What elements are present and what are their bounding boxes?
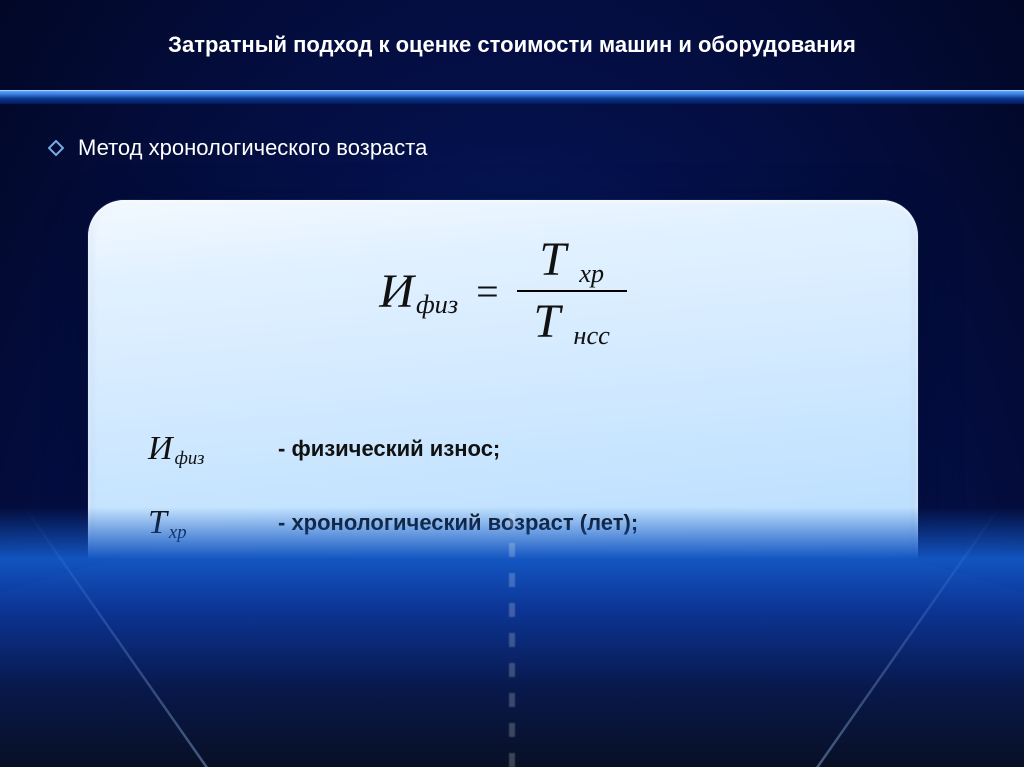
road-lane-center bbox=[509, 507, 515, 767]
formula-fraction: T хр T нсс bbox=[517, 236, 627, 346]
road-edge-right bbox=[816, 507, 1001, 767]
legend-desc-0: - физический износ; bbox=[278, 436, 878, 462]
slide-title-bar: Затратный подход к оценке стоимости маши… bbox=[0, 32, 1024, 58]
num-base: T bbox=[539, 233, 565, 286]
slide-root: Затратный подход к оценке стоимости маши… bbox=[0, 0, 1024, 767]
slide-title: Затратный подход к оценке стоимости маши… bbox=[168, 32, 856, 57]
fraction-denominator: T нсс bbox=[534, 298, 610, 346]
lhs-sub: физ bbox=[416, 289, 458, 320]
diamond-icon bbox=[48, 140, 64, 156]
den-sub: нсс bbox=[573, 320, 610, 350]
equals-sign: = bbox=[476, 268, 499, 315]
lhs-base: И bbox=[379, 264, 414, 319]
legend-sym-0-base: И bbox=[148, 430, 173, 468]
bullet-row: Метод хронологического возраста bbox=[48, 135, 427, 161]
road-edge-left bbox=[23, 507, 208, 767]
formula-lhs: И физ bbox=[379, 264, 458, 319]
den-base: T bbox=[534, 295, 560, 348]
legend-sym-0: И физ bbox=[148, 430, 278, 468]
main-formula: И физ = T хр T нсс bbox=[88, 236, 918, 346]
fraction-numerator: T хр bbox=[539, 236, 604, 284]
fraction-bar bbox=[517, 290, 627, 292]
legend-sym-0-sub: физ bbox=[175, 448, 205, 470]
num-sub: хр bbox=[579, 258, 604, 288]
road-graphic bbox=[0, 507, 1024, 767]
title-divider bbox=[0, 90, 1024, 104]
bullet-text: Метод хронологического возраста bbox=[78, 135, 427, 161]
